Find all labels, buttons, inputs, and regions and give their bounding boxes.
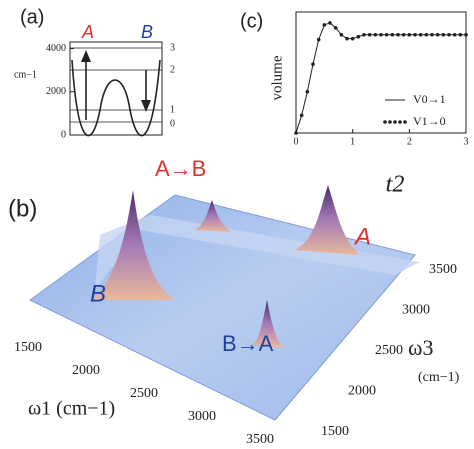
well-label: A bbox=[81, 22, 94, 42]
arrow-head bbox=[81, 50, 91, 62]
frame bbox=[69, 41, 163, 136]
level-label: 3 bbox=[170, 42, 175, 53]
w1-tick-label: 2500 bbox=[130, 386, 158, 401]
panel-c: (c) volume t2 bbox=[240, 10, 467, 198]
w1-tick-label: 2000 bbox=[72, 363, 100, 378]
axis-label: ω1 (cm−1) bbox=[28, 398, 115, 420]
axis-unit: (cm−1) bbox=[418, 370, 460, 385]
w1-tick-label: 1500 bbox=[14, 340, 42, 355]
data-point bbox=[447, 32, 451, 37]
data-point bbox=[299, 113, 304, 118]
w3-tick-label: 2500 bbox=[375, 343, 403, 358]
data-point bbox=[294, 131, 298, 135]
x-tick-label: 1 bbox=[350, 136, 355, 147]
x-axis-label: t2 bbox=[386, 172, 405, 198]
w1-tick-label: 3500 bbox=[246, 432, 274, 447]
arrow-head bbox=[141, 100, 151, 112]
w3-tick-label: 3000 bbox=[402, 303, 430, 318]
potential-curve bbox=[71, 59, 161, 137]
data-point bbox=[396, 32, 400, 37]
data-point bbox=[441, 32, 446, 37]
surface-peak bbox=[295, 185, 360, 255]
legend-swatch bbox=[398, 120, 402, 124]
data-point bbox=[373, 32, 378, 37]
legend-swatch bbox=[383, 120, 387, 124]
legend-swatch bbox=[403, 120, 407, 124]
panel-label: (a) bbox=[20, 6, 44, 28]
data-point bbox=[407, 32, 412, 37]
w3-tick-label: 3500 bbox=[429, 262, 457, 277]
x-tick-label: 0 bbox=[294, 136, 299, 147]
panel-label: (c) bbox=[240, 10, 263, 32]
x-tick-label: 2 bbox=[407, 136, 412, 147]
y-tick-label: 2000 bbox=[46, 86, 66, 97]
data-point bbox=[390, 32, 395, 37]
data-point bbox=[413, 32, 417, 37]
surface-peak bbox=[252, 300, 284, 348]
data-point bbox=[345, 36, 349, 41]
data-point bbox=[356, 34, 361, 39]
data-point bbox=[305, 89, 310, 94]
legend-label: V1→0 bbox=[413, 114, 446, 128]
data-point bbox=[322, 23, 327, 27]
data-point bbox=[350, 36, 355, 41]
y-tick-label: 4000 bbox=[46, 43, 66, 54]
panel-label: (b) bbox=[8, 195, 37, 222]
well-label: B bbox=[141, 22, 153, 42]
data-point bbox=[339, 32, 344, 37]
data-point bbox=[311, 62, 315, 67]
panel-b: (b) A→B B→A A B ω1 (cm−1) ω3 (cm−1) bbox=[8, 156, 460, 421]
legend-swatch bbox=[393, 120, 397, 124]
data-point bbox=[435, 32, 440, 37]
data-point bbox=[384, 32, 389, 37]
surface-peak bbox=[92, 190, 175, 300]
data-point bbox=[379, 32, 383, 37]
annotation: B→A bbox=[222, 331, 274, 356]
data-point bbox=[401, 32, 406, 37]
legend-label: V0→1 bbox=[413, 92, 446, 106]
data-point bbox=[418, 32, 423, 37]
frame bbox=[295, 11, 467, 134]
level-label: 1 bbox=[170, 104, 175, 115]
x-tick-label: 3 bbox=[464, 136, 469, 147]
axis-label: ω3 bbox=[408, 335, 433, 360]
data-point bbox=[458, 32, 463, 37]
data-point bbox=[464, 32, 468, 37]
annotation: A→B bbox=[155, 156, 206, 181]
surface-peak bbox=[195, 200, 232, 232]
w3-tick-label: 2000 bbox=[348, 384, 376, 399]
data-point bbox=[333, 26, 338, 30]
y-axis-label: volume bbox=[269, 55, 285, 100]
y-tick-label: 0 bbox=[61, 129, 66, 140]
data-point bbox=[452, 32, 457, 37]
w3-tick-label: 1500 bbox=[321, 424, 349, 439]
peak-label: A bbox=[353, 223, 371, 250]
data-point bbox=[362, 32, 366, 37]
peak-label: B bbox=[90, 280, 106, 307]
unit-label: cm−1 bbox=[14, 69, 37, 80]
data-point bbox=[424, 32, 429, 37]
data-point bbox=[316, 37, 321, 42]
level-label: 0 bbox=[170, 118, 175, 129]
data-point bbox=[328, 21, 332, 25]
panel-a: (a) cm−1 A B bbox=[14, 6, 163, 137]
data-point bbox=[430, 32, 434, 37]
level-label: 2 bbox=[170, 64, 175, 75]
legend-swatch bbox=[388, 120, 392, 124]
w1-tick-label: 3000 bbox=[188, 409, 216, 424]
surface-ridge bbox=[95, 215, 420, 290]
data-point bbox=[367, 32, 372, 37]
